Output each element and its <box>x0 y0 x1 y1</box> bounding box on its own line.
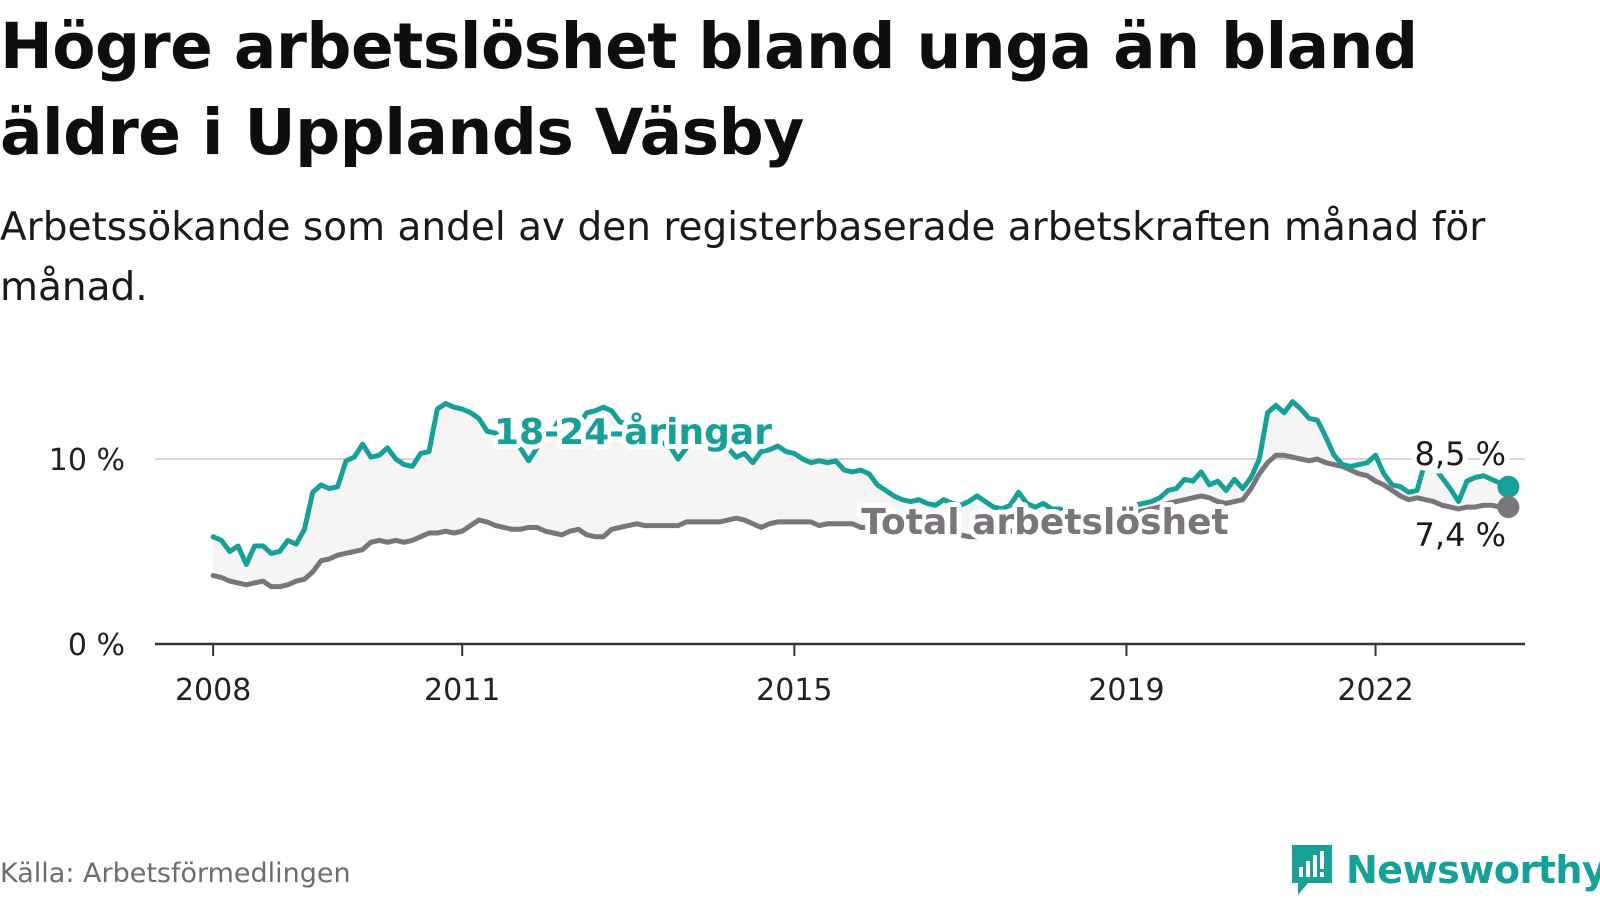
source-note: Källa: Arbetsförmedlingen <box>0 858 351 889</box>
line-chart: 0 % 10 % 2008 2011 2015 2019 2022 18-24-åringa… <box>49 399 1525 708</box>
gap-area <box>213 401 1509 587</box>
end-point-18-24 <box>1497 475 1520 498</box>
series-line-total <box>210 452 1511 590</box>
series-label-total-halo: Total arbetslöshet <box>861 502 1229 543</box>
chart-title: Högre arbetslöshet bland unga än bland ä… <box>0 10 1418 169</box>
gap-fill <box>213 401 1509 587</box>
series-label-total: Total arbetslöshet <box>861 502 1229 543</box>
end-label-18-24: 8,5 % <box>1415 435 1506 473</box>
newsworthy-icon <box>1292 845 1332 895</box>
brand-logo[interactable]: Newsworthy <box>1290 840 1600 900</box>
end-label-total-halo: 7,4 % <box>1415 516 1506 554</box>
x-tick-label: 2008 <box>175 673 251 708</box>
end-label-total: 7,4 % <box>1415 516 1506 554</box>
brand-name: Newsworthy <box>1346 848 1600 892</box>
chart-subtitle: Arbetssökande som andel av den registerb… <box>0 205 1486 310</box>
series-label-18-24-halo: 18-24-åringar <box>494 412 772 453</box>
x-tick-label: 2011 <box>424 673 500 708</box>
end-point-total <box>1497 496 1520 519</box>
end-label-18-24-halo: 8,5 % <box>1415 435 1506 473</box>
y-tick-label: 0 % <box>68 628 125 663</box>
x-tick-label: 2015 <box>756 673 832 708</box>
series-line-18-24 <box>210 399 1511 567</box>
series-lines <box>210 399 1520 590</box>
series-label-18-24: 18-24-åringar <box>494 412 772 453</box>
x-tick-label: 2019 <box>1088 673 1164 708</box>
x-tick-label: 2022 <box>1337 673 1413 708</box>
axes: 0 % 10 % 2008 2011 2015 2019 2022 <box>49 443 1525 708</box>
y-tick-label: 10 % <box>49 443 125 478</box>
